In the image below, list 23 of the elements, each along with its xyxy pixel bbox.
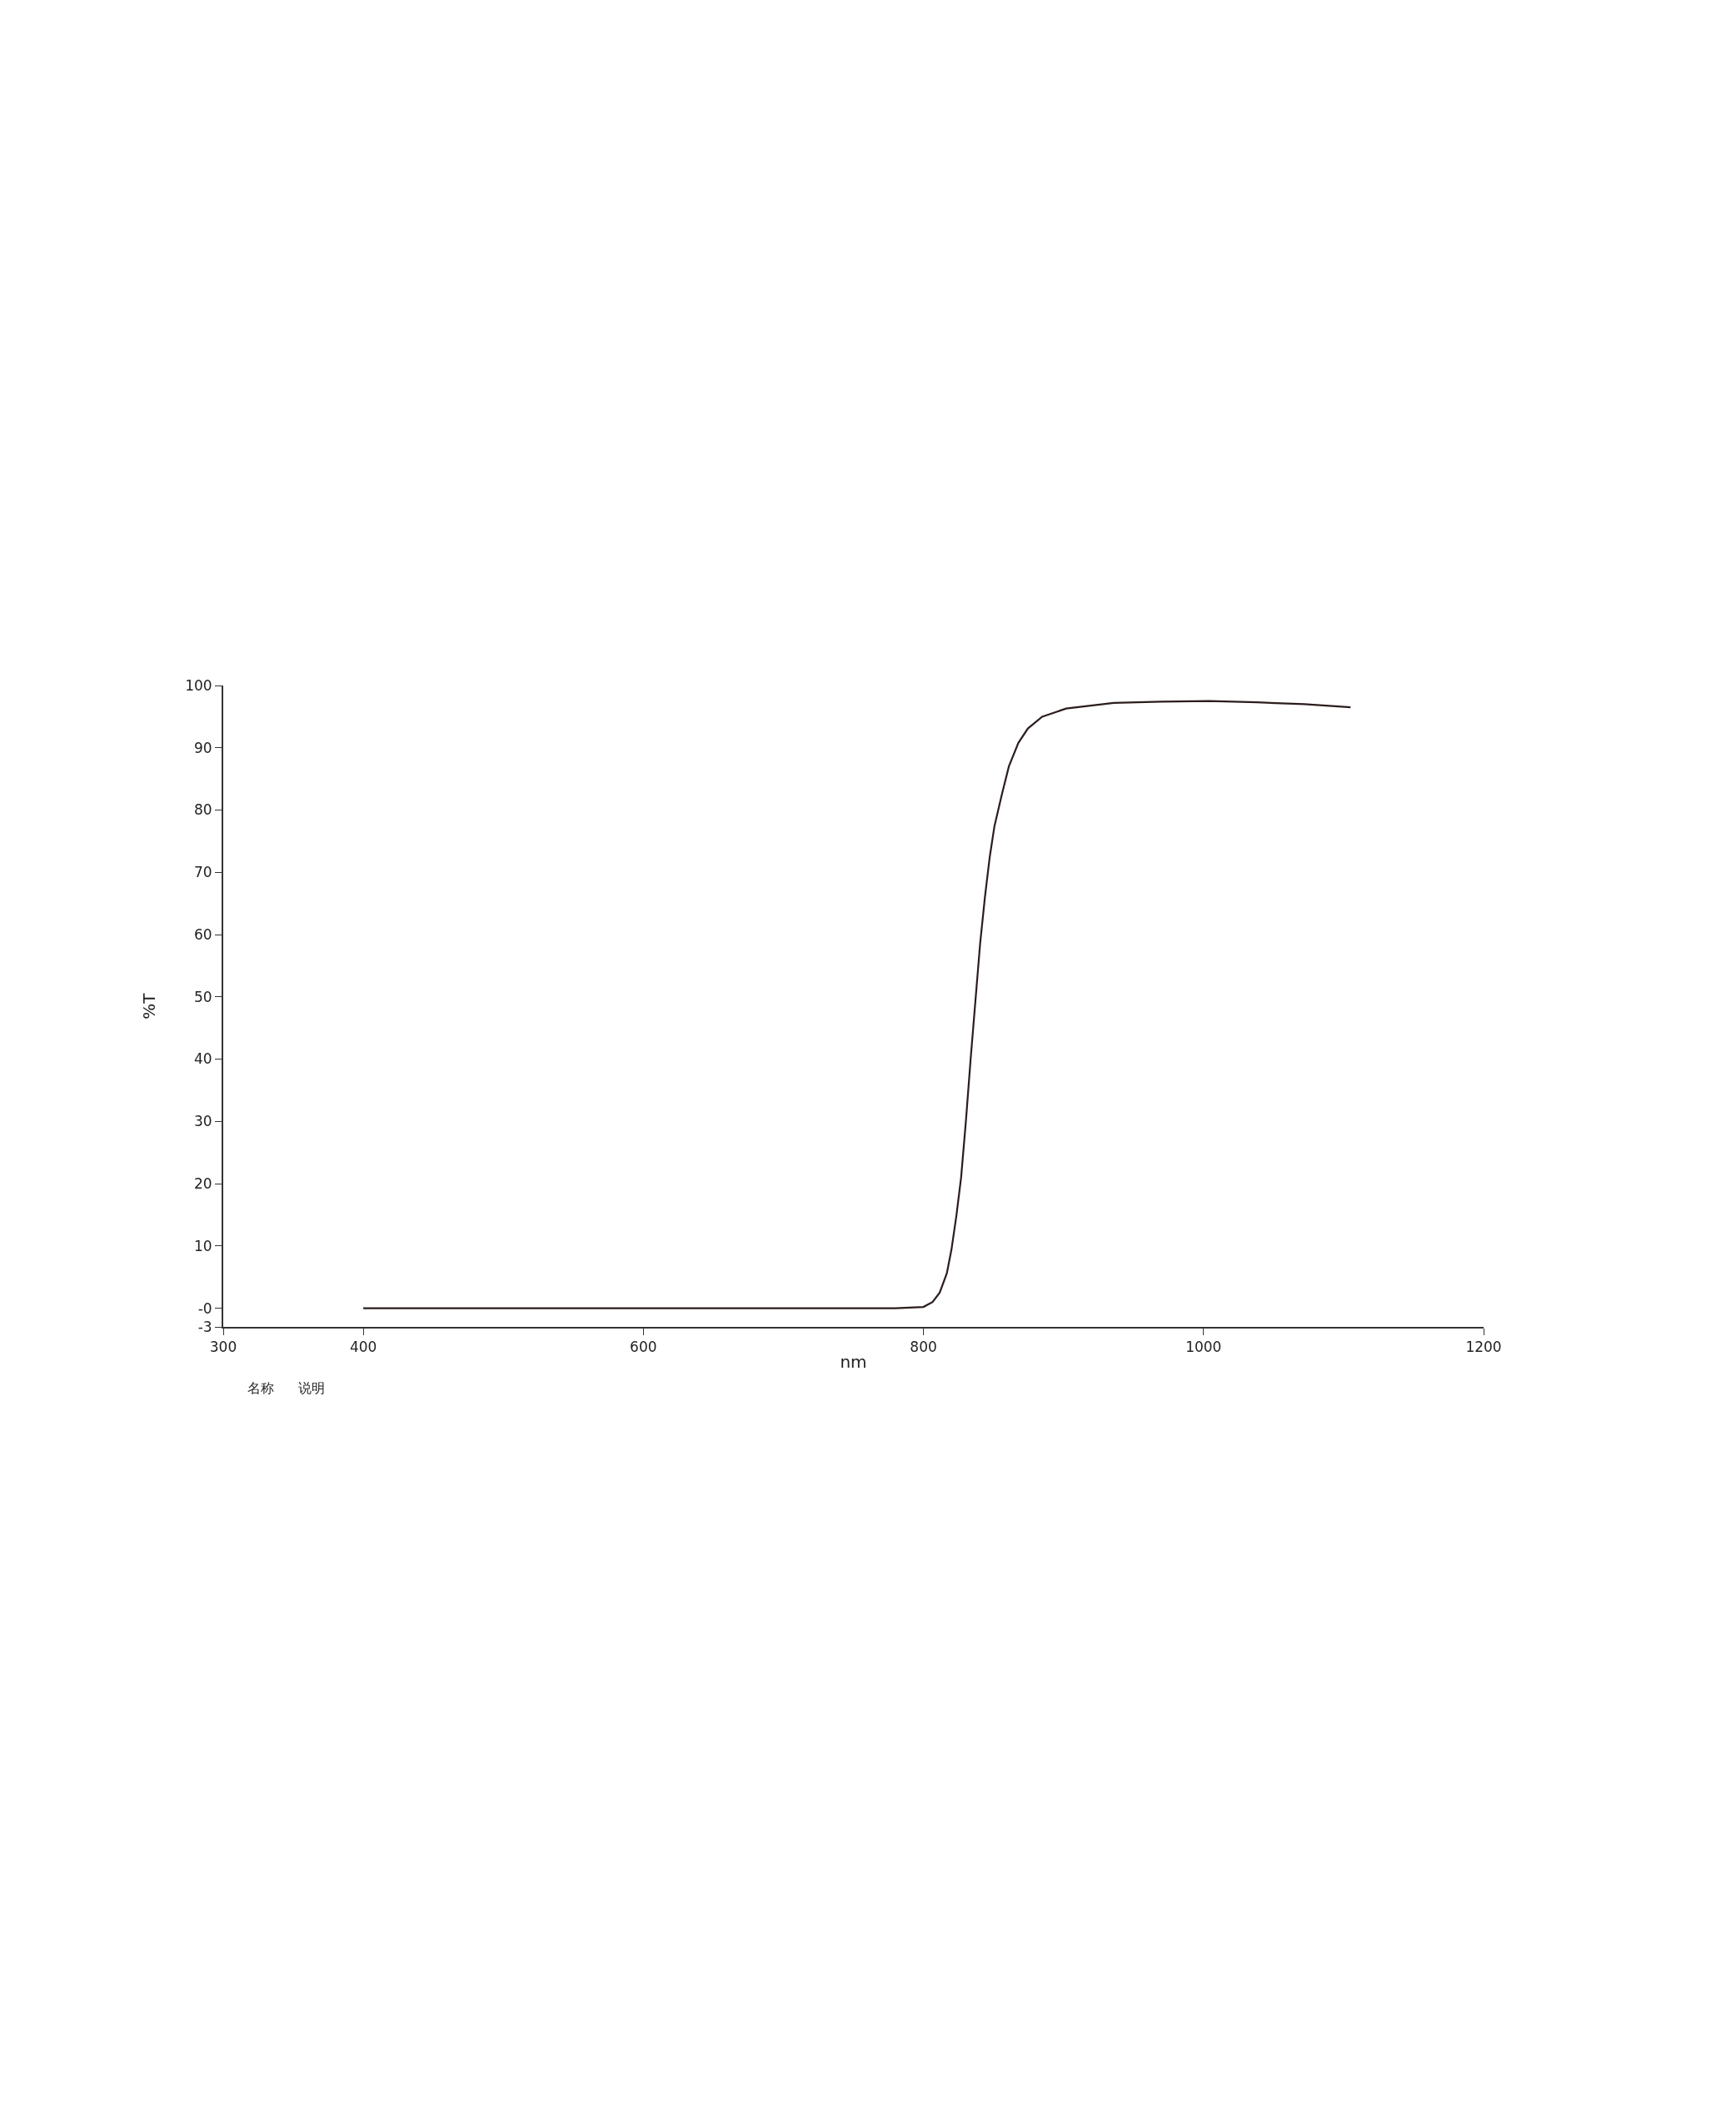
y-tick-label: 80: [193, 801, 212, 819]
y-tick-label: 40: [193, 1050, 212, 1068]
x-tick-label: 1200: [1465, 1339, 1502, 1356]
y-tick-label: 50: [193, 988, 212, 1005]
x-tick-label: 800: [910, 1339, 937, 1356]
y-tick-label: -3: [197, 1318, 212, 1335]
y-tick-label: 90: [193, 739, 212, 756]
y-tick-label: 30: [193, 1113, 212, 1130]
x-tick-label: 600: [630, 1339, 657, 1356]
y-tick-label: 60: [193, 925, 212, 943]
x-tick-label: 300: [209, 1339, 237, 1356]
x-tick-label: 400: [349, 1339, 377, 1356]
y-tick-label: 70: [193, 864, 212, 881]
text: 名称: [247, 1380, 274, 1396]
text: 说明: [298, 1380, 325, 1396]
x-tick-label: 1000: [1185, 1339, 1222, 1356]
y-tick-label: 10: [193, 1237, 212, 1254]
y-tick-label: 100: [185, 676, 212, 694]
line-series: [362, 700, 1352, 1309]
y-tick-label: 20: [193, 1175, 212, 1193]
y-tick-label: -0: [197, 1299, 212, 1317]
y-axis-title: %T: [139, 992, 160, 1020]
x-axis-title: nm: [840, 1352, 867, 1373]
